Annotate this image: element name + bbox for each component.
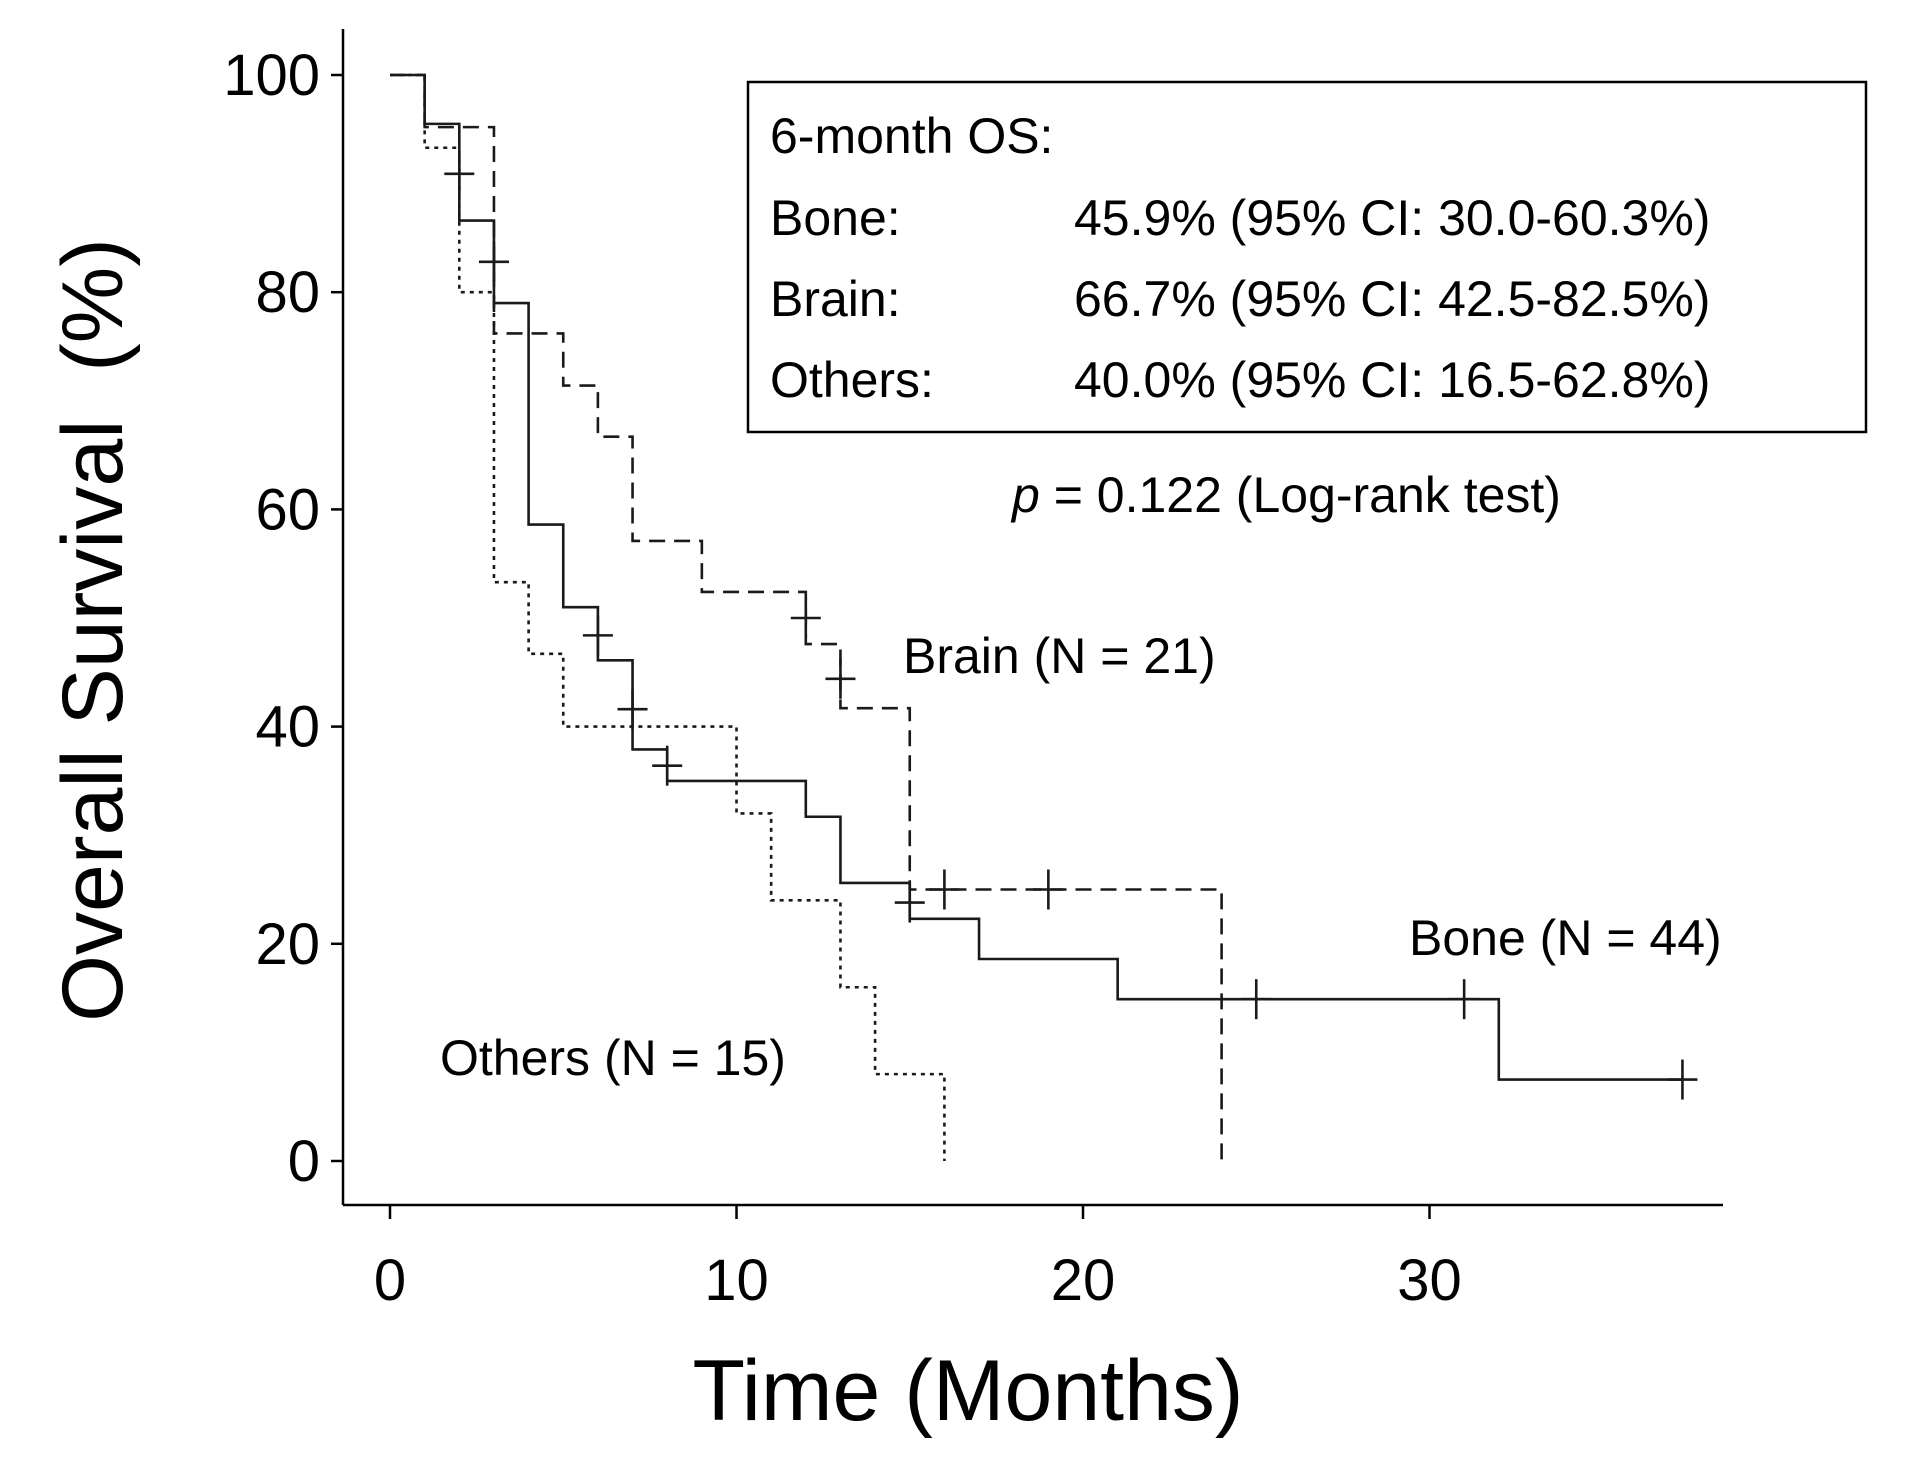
y-tick-label: 40 [255, 695, 320, 760]
censor-mark-bone [1449, 979, 1480, 1020]
censor-mark-brain [1033, 869, 1064, 910]
legend-title: 6-month OS: [770, 108, 1053, 164]
y-tick-label: 0 [288, 1129, 320, 1194]
series-brain-line [390, 73, 1223, 1161]
legend-others-value: 40.0% (95% CI: 16.5-62.8%) [1074, 352, 1710, 408]
x-tick-label: 0 [374, 1248, 406, 1313]
censor-mark-brain [825, 658, 856, 699]
x-tick-label: 20 [1051, 1248, 1116, 1313]
legend-others-label: Others: [770, 352, 934, 408]
brain-series-label: Brain (N = 21) [903, 628, 1216, 684]
censor-mark-bone [1667, 1059, 1698, 1100]
series-bone-line [390, 73, 1683, 1081]
series-others-line [390, 73, 946, 1161]
legend-brain-label: Brain: [770, 271, 901, 327]
y-tick-label: 20 [255, 912, 320, 977]
x-axis-ticks: 0 10 20 30 [374, 1205, 1462, 1313]
censor-mark-brain [790, 598, 821, 638]
y-tick-label: 100 [223, 43, 320, 108]
others-series-label: Others (N = 15) [440, 1030, 786, 1086]
censor-mark-bone [652, 745, 683, 786]
bone-series-label: Bone (N = 44) [1409, 910, 1722, 966]
legend-bone-label: Bone: [770, 190, 901, 246]
censor-mark-bone [617, 689, 648, 730]
legend: 6-month OS: Bone: 45.9% (95% CI: 30.0-60… [746, 80, 1868, 434]
p-value-annotation: p = 0.122 (Log-rank test) [1010, 467, 1561, 523]
y-axis-title: Overall Survival (%) [45, 238, 141, 1022]
legend-box [746, 80, 1868, 434]
censor-mark-bone [1241, 979, 1272, 1020]
p-symbol: p [1010, 467, 1040, 523]
y-tick-label: 60 [255, 477, 320, 542]
x-tick-label: 10 [704, 1248, 769, 1313]
p-text: = 0.122 (Log-rank test) [1040, 467, 1561, 523]
survival-curves [390, 73, 1698, 1161]
x-axis-title: Time (Months) [692, 1343, 1243, 1439]
y-tick-label: 80 [255, 260, 320, 325]
censor-mark-brain [929, 869, 960, 910]
censor-mark-bone [582, 615, 613, 656]
x-tick-label: 30 [1397, 1248, 1462, 1313]
legend-brain-value: 66.7% (95% CI: 42.5-82.5%) [1074, 271, 1710, 327]
legend-bone-value: 45.9% (95% CI: 30.0-60.3%) [1074, 190, 1710, 246]
y-axis-ticks: 0 20 40 60 80 100 [223, 43, 343, 1194]
